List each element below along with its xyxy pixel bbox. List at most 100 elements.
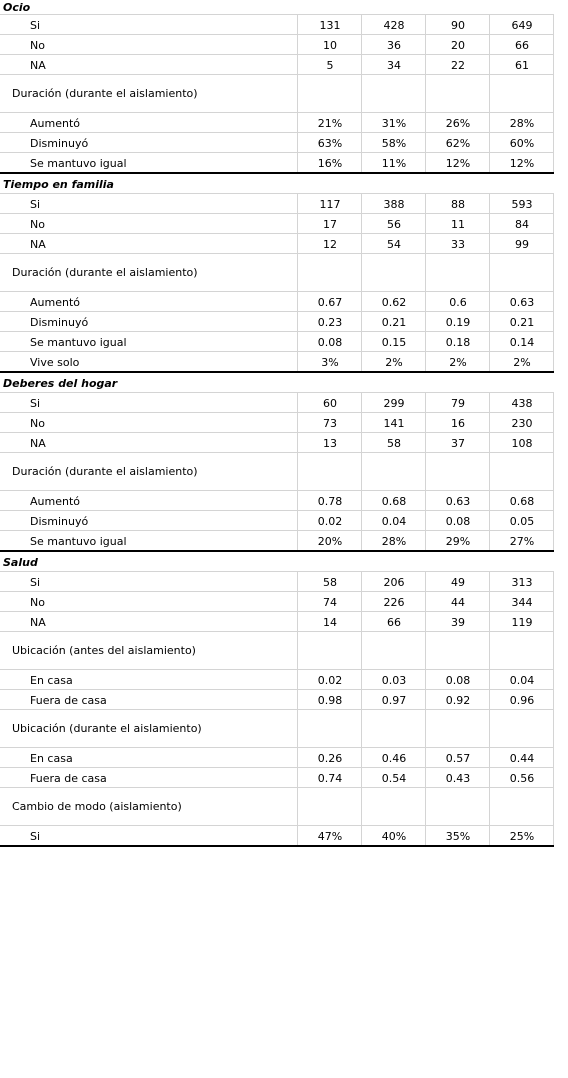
grid-line (425, 194, 426, 214)
value-cell: 0.63 (509, 295, 535, 309)
grid-line (425, 612, 426, 632)
label-text: Deberes del hogar (3, 376, 118, 390)
grid-line (361, 332, 362, 352)
row-label: Fuera de casa (0, 768, 298, 788)
grid-line (361, 214, 362, 234)
label-text: Disminuyó (30, 136, 89, 150)
grid-line (425, 670, 426, 690)
grid-line (553, 413, 554, 433)
grid-line (0, 631, 554, 632)
value-cell: 0.26 (317, 751, 343, 765)
grid-line (0, 54, 554, 55)
grid-line (361, 15, 362, 35)
value-cell: 0.68 (509, 494, 535, 508)
grid-line (0, 591, 554, 592)
value-cell: 13 (323, 436, 337, 450)
grid-line (297, 670, 298, 690)
label-text: Se mantuvo igual (30, 335, 127, 349)
grid-line (297, 413, 298, 433)
grid-line (0, 351, 554, 352)
value-cell: 29% (445, 535, 471, 548)
section-header-row: Tiempo en familia (0, 174, 554, 194)
section-label: Salud (0, 552, 298, 572)
value-cell: 141 (383, 416, 405, 430)
grid-line (553, 254, 554, 292)
label-text: No (30, 595, 45, 609)
value-cell: 0.63 (445, 494, 471, 508)
grid-line (297, 710, 298, 748)
value-cell: 0.21 (381, 315, 407, 329)
label-text: Fuera de casa (30, 771, 107, 785)
grid-line (425, 234, 426, 254)
table-row: Fuera de casa 0.74 0.54 0.43 0.56 (0, 768, 554, 788)
value-cell: 12 (323, 237, 337, 251)
grid-line (297, 113, 298, 133)
label-text: NA (30, 58, 46, 72)
grid-line (425, 531, 426, 552)
grid-line (361, 55, 362, 75)
grid-line (297, 133, 298, 153)
grid-line (425, 153, 426, 174)
grid-line (0, 311, 554, 312)
value-cell: 0.03 (381, 673, 407, 687)
subheader-label: Cambio de modo (aislamiento) (0, 788, 298, 826)
value-cell: 99 (515, 237, 529, 251)
grid-line (297, 234, 298, 254)
value-cell: 49 (451, 575, 465, 589)
grid-line (361, 352, 362, 373)
grid-line (361, 491, 362, 511)
value-cell: 28% (509, 116, 535, 130)
grid-line (0, 193, 554, 194)
value-cell: 0.74 (317, 771, 343, 785)
grid-line (425, 768, 426, 788)
grid-line (425, 35, 426, 55)
table-row: Si 58 206 49 313 (0, 572, 554, 592)
table-row: NA 14 66 39 119 (0, 612, 554, 632)
grid-line (0, 767, 554, 768)
value-cell: 0.18 (445, 335, 471, 349)
row-label: Disminuyó (0, 312, 298, 332)
row-label: NA (0, 433, 298, 453)
row-label: Si (0, 393, 298, 413)
grid-line (489, 511, 490, 531)
grid-line (0, 132, 554, 133)
row-label: Disminuyó (0, 133, 298, 153)
value-cell: 66 (515, 38, 529, 52)
grid-line (0, 233, 554, 234)
grid-line (553, 113, 554, 133)
label-text: Duración (durante el aislamiento) (12, 86, 198, 100)
grid-line (361, 788, 362, 826)
value-cell: 0.02 (317, 514, 343, 528)
grid-line (361, 113, 362, 133)
grid-line (425, 15, 426, 35)
subheader-row: Duración (durante el aislamiento) (0, 254, 554, 292)
grid-line (425, 393, 426, 413)
grid-line (489, 710, 490, 748)
label-text: Duración (durante el aislamiento) (12, 464, 198, 478)
value-cell: 0.08 (445, 514, 471, 528)
value-cell: 0.62 (381, 295, 407, 309)
label-text: Vive solo (30, 356, 80, 369)
value-cell: 58% (381, 136, 407, 150)
grid-line (553, 75, 554, 113)
grid-line (489, 531, 490, 552)
grid-line (0, 213, 554, 214)
grid-line (297, 214, 298, 234)
value-cell: 131 (319, 18, 341, 32)
grid-line (553, 194, 554, 214)
grid-line (425, 292, 426, 312)
grid-line (553, 690, 554, 710)
row-label: Si (0, 826, 298, 847)
table-row: Aumentó 0.78 0.68 0.63 0.68 (0, 491, 554, 511)
grid-line (489, 572, 490, 592)
row-label: En casa (0, 670, 298, 690)
label-text: Aumentó (30, 295, 80, 309)
value-cell: 58 (387, 436, 401, 450)
grid-line (489, 670, 490, 690)
grid-line (425, 332, 426, 352)
grid-line (361, 133, 362, 153)
value-cell: 0.44 (509, 751, 535, 765)
value-cell: 2% (385, 356, 403, 369)
value-cell: 0.92 (445, 693, 471, 707)
value-cell: 649 (511, 18, 533, 32)
